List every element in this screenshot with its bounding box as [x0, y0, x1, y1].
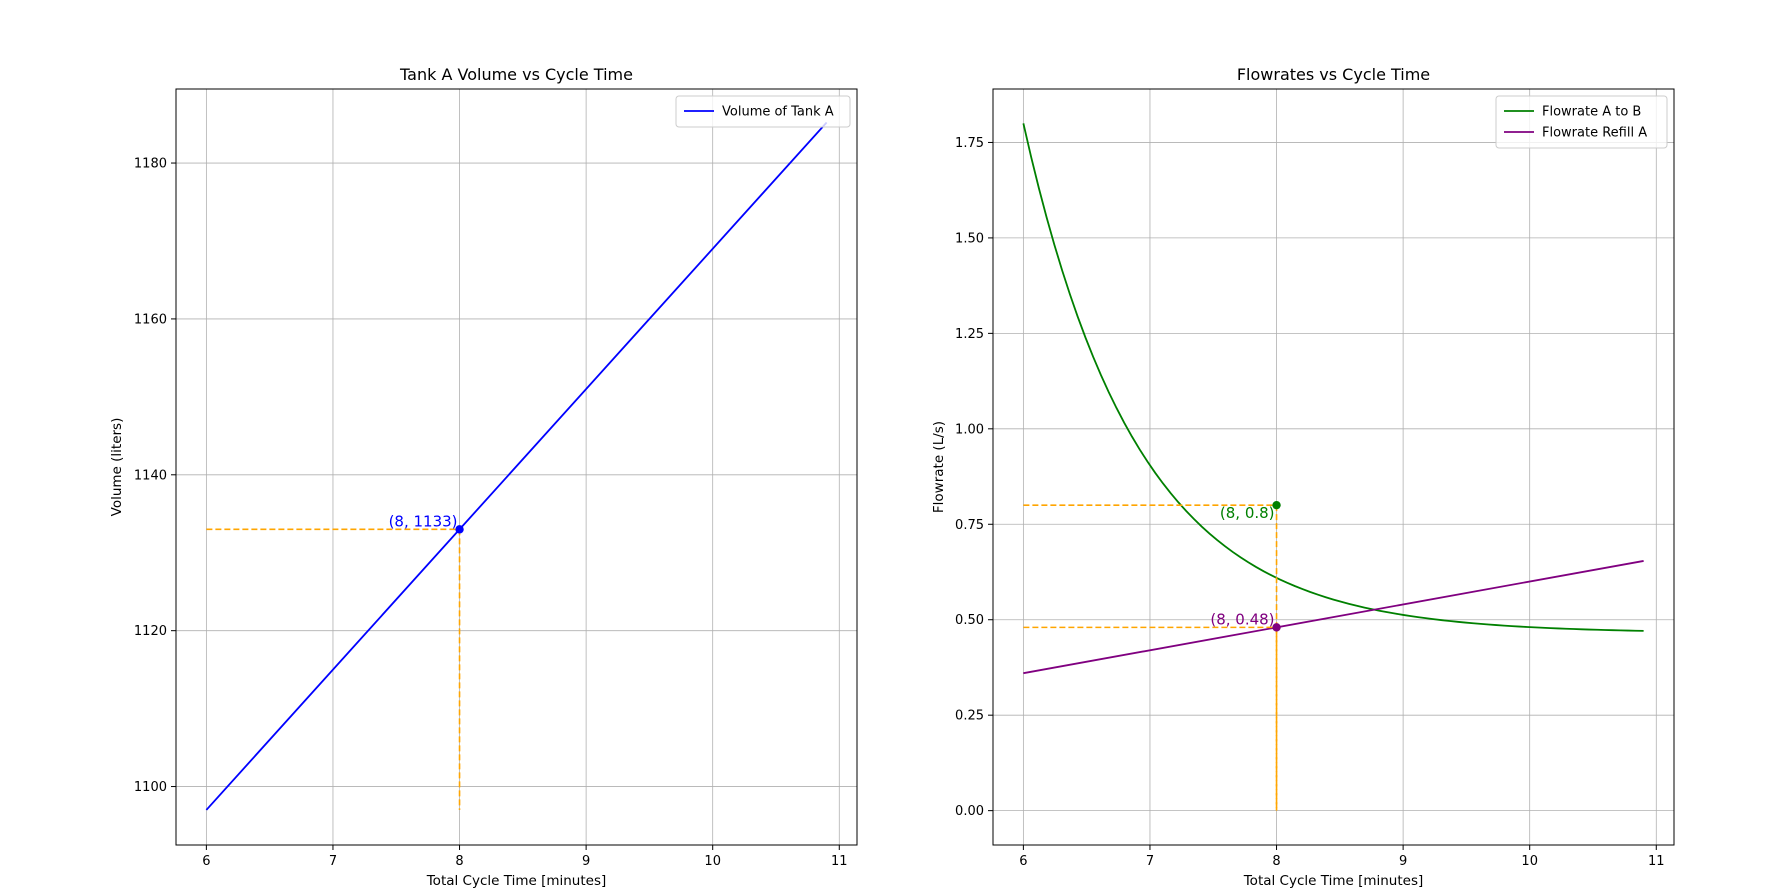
y-tick-label: 0.00	[955, 804, 984, 819]
y-tick-label: 1120	[134, 624, 167, 639]
y-tick-label: 1.00	[955, 422, 984, 437]
legend-box	[1495, 95, 1668, 149]
annotation-marker	[1272, 623, 1281, 632]
x-tick-label: 7	[1146, 854, 1154, 869]
chart-title: Flowrates vs Cycle Time	[1237, 65, 1430, 84]
x-axis-label: Total Cycle Time [minutes]	[426, 873, 607, 889]
chart-flowrates: (8, 0.8) (8, 0.48) 6 7 8 9 10 11 0.00 0.25 0.50 0.…	[931, 65, 1675, 889]
x-tick-label: 7	[329, 854, 337, 869]
y-tick-label: 1.50	[955, 231, 984, 246]
x-tick-label: 6	[202, 854, 210, 869]
y-tick-label: 0.25	[955, 709, 984, 724]
y-tick-label: 0.50	[955, 613, 984, 628]
y-tick-label: 0.75	[955, 518, 984, 533]
x-tick-label: 9	[1399, 854, 1407, 869]
legend-box	[675, 95, 851, 128]
legend: Flowrate A to B Flowrate Refill A	[1495, 95, 1668, 149]
x-tick-label: 11	[1648, 854, 1665, 869]
plot-frame	[992, 88, 1675, 846]
series-line-2	[1023, 560, 1644, 675]
series-line-1	[1022, 123, 1644, 632]
x-tick-label: 6	[1019, 854, 1027, 869]
x-axis-label: Total Cycle Time [minutes]	[1243, 873, 1424, 889]
series-line-1	[205, 121, 828, 811]
y-tick-label: 1140	[134, 468, 167, 483]
annotation-label: (8, 0.48)	[1210, 610, 1274, 628]
annotation-marker	[1272, 500, 1281, 510]
legend: Volume of Tank A	[675, 95, 851, 128]
annotation-label: (8, 1133)	[389, 512, 458, 530]
chart-tank-volume: (8, 1133) 6 7 8 9 10 11 1100 1120 1140 1160 1180 T…	[109, 65, 858, 889]
y-tick-label: 1100	[134, 780, 167, 795]
annotation-label: (8, 0.8)	[1220, 504, 1275, 522]
plot-frame	[175, 88, 858, 846]
x-tick-label: 11	[831, 854, 848, 869]
legend-label: Volume of Tank A	[722, 105, 834, 120]
y-tick-label: 1.25	[955, 327, 984, 342]
x-tick-label: 10	[704, 854, 721, 869]
legend-label: Flowrate A to B	[1542, 105, 1641, 120]
x-tick-label: 8	[1272, 854, 1280, 869]
chart-title: Tank A Volume vs Cycle Time	[399, 65, 633, 84]
x-tick-label: 10	[1521, 854, 1538, 869]
x-tick-label: 9	[582, 854, 590, 869]
annotation-marker	[455, 525, 464, 534]
y-axis-label: Flowrate (L/s)	[931, 421, 947, 513]
y-tick-label: 1160	[134, 312, 167, 327]
x-tick-label: 8	[455, 854, 463, 869]
y-axis-label: Volume (liters)	[109, 418, 125, 517]
legend-label: Flowrate Refill A	[1542, 126, 1647, 141]
y-tick-label: 1180	[134, 157, 167, 172]
y-tick-label: 1.75	[955, 136, 984, 151]
